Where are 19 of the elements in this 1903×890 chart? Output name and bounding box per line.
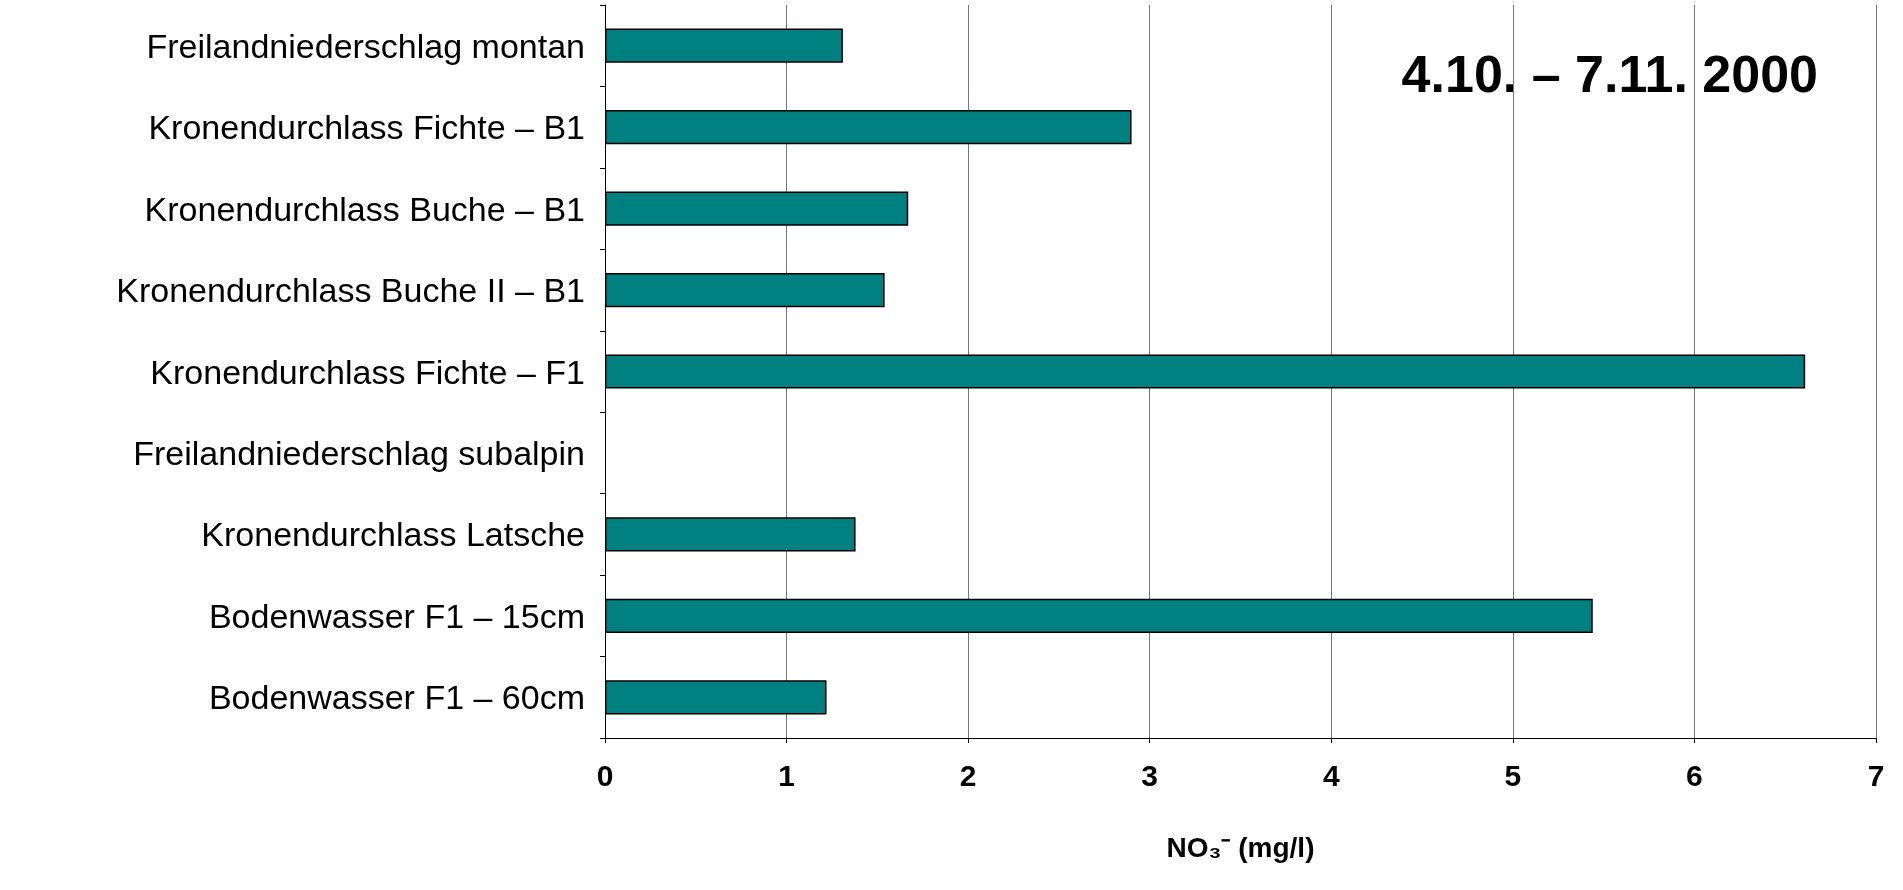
annotation: 4.10. – 7.11. 2000 [1401, 45, 1819, 103]
x-tick-label: 4 [1322, 758, 1340, 792]
x-tick-label: 0 [596, 758, 614, 792]
x-axis-title: NO₃⁻ (mg/l) [1166, 831, 1315, 863]
y-tick-label: Kronendurchlass Buche – B1 [144, 189, 585, 228]
y-tick-label: Kronendurchlass Fichte – B1 [148, 108, 585, 147]
x-tick-label: 7 [1867, 758, 1885, 792]
x-tick-label: 6 [1686, 758, 1703, 792]
y-tick-label: Freilandniederschlag montan [146, 26, 585, 65]
x-tick-label: 5 [1504, 758, 1522, 792]
y-tick-label: Kronendurchlass Fichte – F1 [150, 352, 585, 391]
y-tick-label: Bodenwasser F1 – 60cm [208, 678, 585, 717]
x-tick-label: 1 [778, 758, 795, 792]
x-tick-label: 2 [959, 758, 977, 792]
x-tick-label: 3 [1141, 758, 1159, 792]
y-tick-label: Bodenwasser F1 – 15cm [208, 596, 585, 635]
y-tick-label: Kronendurchlass Latsche [201, 515, 585, 554]
y-tick-label: Freilandniederschlag subalpin [133, 433, 585, 472]
y-tick-label: Kronendurchlass Buche II – B1 [116, 271, 585, 310]
